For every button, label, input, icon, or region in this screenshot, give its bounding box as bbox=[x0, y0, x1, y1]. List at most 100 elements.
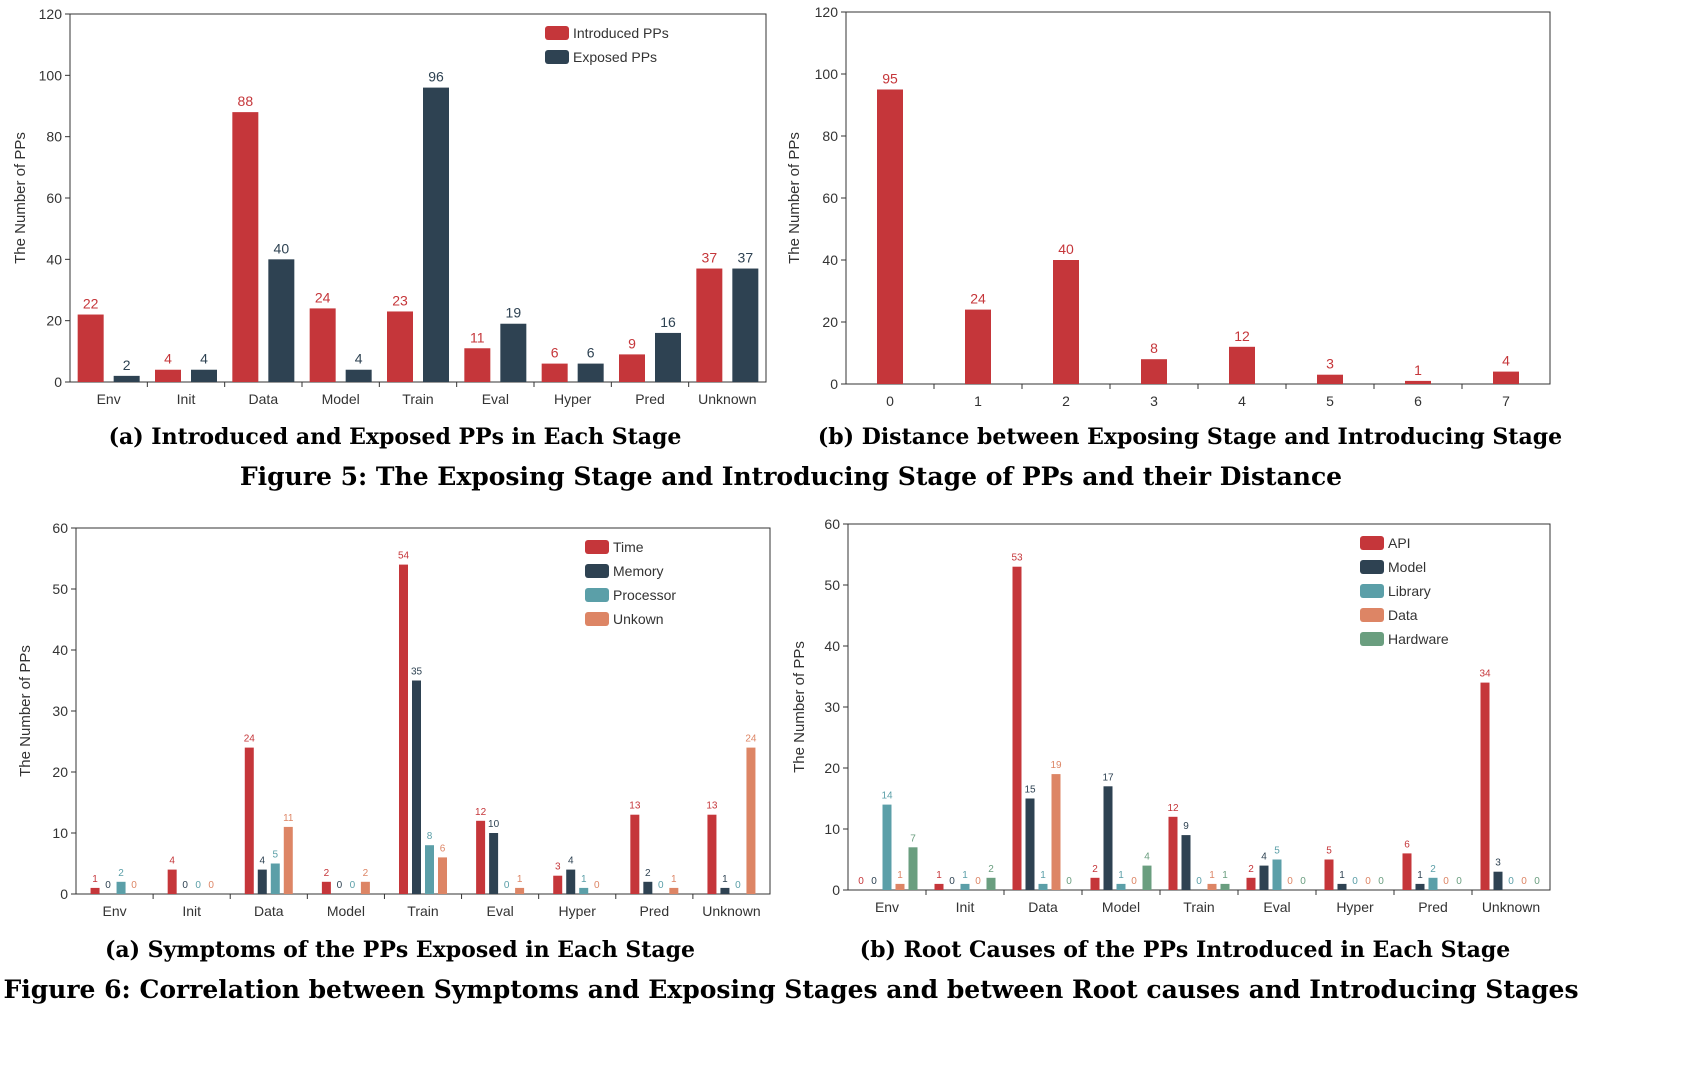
y-tick-label: 50 bbox=[824, 577, 840, 593]
bar bbox=[1405, 380, 1431, 384]
data-label: 40 bbox=[1058, 241, 1074, 257]
x-tick-label: 6 bbox=[1414, 393, 1422, 409]
data-label: 7 bbox=[910, 833, 916, 844]
fig6-subcaption-a: (a) Symptoms of the PPs Exposed in Each … bbox=[104, 937, 696, 963]
bar bbox=[500, 323, 527, 382]
data-label: 88 bbox=[238, 93, 254, 109]
legend-swatch bbox=[585, 612, 609, 626]
data-label: 0 bbox=[1508, 876, 1514, 887]
data-label: 4 bbox=[164, 351, 172, 367]
y-axis-label: The Number of PPs bbox=[12, 132, 29, 264]
bar bbox=[960, 883, 970, 890]
chart-fig5b: 0 20 40 60 80 100 120 The Number of PPs 0 1 2 3 4 5 6 7… bbox=[780, 0, 1570, 420]
data-label: 11 bbox=[470, 329, 485, 345]
x-tick-label: Model bbox=[327, 903, 365, 919]
bar bbox=[167, 869, 177, 894]
y-tick-label: 40 bbox=[46, 251, 62, 267]
data-label: 3 bbox=[1326, 356, 1334, 372]
data-label: 1 bbox=[517, 874, 523, 885]
data-label: 19 bbox=[1050, 760, 1062, 771]
x-tick-label: Eval bbox=[482, 391, 509, 407]
y-tick-label: 20 bbox=[52, 764, 68, 780]
bar bbox=[270, 863, 280, 894]
data-label: 14 bbox=[881, 791, 893, 802]
data-label: 4 bbox=[1502, 353, 1510, 369]
data-label: 5 bbox=[1274, 846, 1280, 857]
bar bbox=[908, 847, 918, 890]
x-tick-label: Data bbox=[1028, 899, 1058, 915]
legend-swatch bbox=[545, 26, 569, 40]
data-label: 0 bbox=[658, 880, 664, 891]
data-label: 1 bbox=[92, 874, 98, 885]
data-label: 1 bbox=[722, 874, 728, 885]
legend-label: Memory bbox=[613, 563, 664, 579]
legend-label: API bbox=[1388, 535, 1411, 551]
bar bbox=[1229, 346, 1255, 384]
bar bbox=[746, 747, 756, 894]
x-tick-label: 7 bbox=[1502, 393, 1510, 409]
fig6-caption: Figure 6: Correlation between Symptoms a… bbox=[3, 975, 1579, 1004]
data-label: 37 bbox=[738, 250, 754, 266]
legend-swatch bbox=[545, 50, 569, 64]
data-label: 0 bbox=[208, 880, 214, 891]
y-axis-label: The Number of PPs bbox=[791, 641, 808, 773]
bar bbox=[476, 820, 486, 894]
x-tick-label: Env bbox=[102, 903, 126, 919]
bar bbox=[1141, 359, 1167, 384]
x-tick-label: Hyper bbox=[1336, 899, 1374, 915]
y-tick-label: 120 bbox=[815, 4, 839, 20]
data-label: 0 bbox=[1300, 876, 1306, 887]
bar bbox=[934, 883, 944, 890]
x-tick-label: Eval bbox=[1263, 899, 1290, 915]
legend-label: Hardware bbox=[1388, 631, 1449, 647]
data-label: 0 bbox=[1196, 876, 1202, 887]
bar bbox=[1415, 883, 1425, 890]
data-label: 2 bbox=[645, 868, 651, 879]
data-label: 37 bbox=[702, 250, 718, 266]
data-label: 96 bbox=[428, 69, 444, 85]
fig5-caption: Figure 5: The Exposing Stage and Introdu… bbox=[239, 462, 1343, 491]
bar bbox=[268, 259, 295, 382]
data-label: 0 bbox=[504, 880, 510, 891]
chart-fig5a-svg: 0 20 40 60 80 100 120 The Number of PPs Env Init D… bbox=[12, 6, 767, 407]
bar bbox=[515, 887, 525, 894]
bar bbox=[113, 375, 140, 382]
legend-swatch bbox=[1360, 536, 1384, 550]
data-label: 13 bbox=[629, 801, 641, 812]
bar bbox=[116, 881, 126, 894]
y-tick-label: 80 bbox=[822, 128, 838, 144]
data-label: 24 bbox=[745, 734, 757, 745]
data-label: 5 bbox=[1326, 846, 1332, 857]
y-tick-label: 40 bbox=[52, 642, 68, 658]
data-label: 8 bbox=[1150, 340, 1158, 356]
data-label: 0 bbox=[1287, 876, 1293, 887]
y-tick-label: 100 bbox=[39, 67, 63, 83]
bar bbox=[630, 814, 640, 894]
data-label: 1 bbox=[897, 870, 903, 881]
data-label: 1 bbox=[581, 874, 587, 885]
data-label: 40 bbox=[274, 240, 290, 256]
data-label: 10 bbox=[488, 819, 500, 830]
bar bbox=[541, 363, 568, 382]
data-label: 54 bbox=[398, 551, 410, 562]
y-tick-label: 20 bbox=[822, 314, 838, 330]
data-label: 0 bbox=[1066, 876, 1072, 887]
bar bbox=[1012, 566, 1022, 890]
data-label: 0 bbox=[1365, 876, 1371, 887]
bar bbox=[489, 833, 499, 894]
data-label: 5 bbox=[272, 850, 278, 861]
data-label: 0 bbox=[1352, 876, 1358, 887]
data-label: 4 bbox=[259, 856, 265, 867]
bar bbox=[1246, 877, 1256, 890]
bar bbox=[438, 857, 447, 894]
x-tick-label: 3 bbox=[1150, 393, 1158, 409]
data-label: 1 bbox=[1417, 870, 1423, 881]
bar bbox=[345, 369, 372, 382]
data-label: 6 bbox=[551, 345, 559, 361]
x-tick-label: Pred bbox=[635, 391, 665, 407]
x-tick-label: Pred bbox=[640, 903, 670, 919]
bar bbox=[399, 564, 408, 894]
data-label: 34 bbox=[1479, 669, 1491, 680]
